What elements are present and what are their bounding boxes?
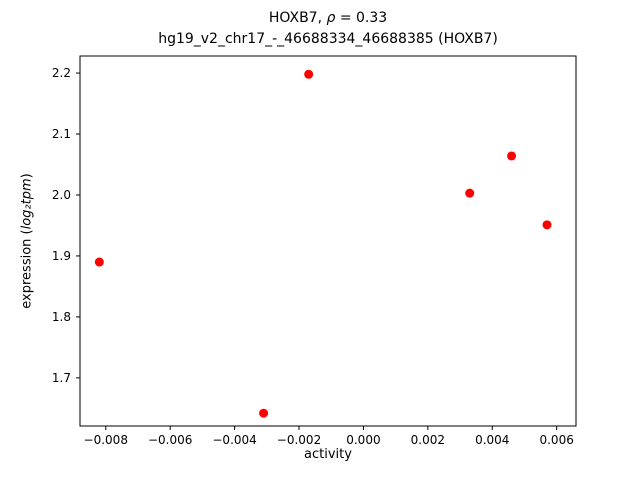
axes-frame xyxy=(79,55,577,427)
y-tick-label: 1.7 xyxy=(52,371,71,385)
chart-title-line1: HOXB7, ρ = 0.33 xyxy=(158,8,498,29)
x-tick-label: 0.002 xyxy=(411,433,445,447)
x-tick-label: −0.004 xyxy=(212,433,256,447)
chart-title-rho: ρ xyxy=(326,10,336,26)
y-tick-label: 1.9 xyxy=(52,249,71,263)
chart-subtitle: hg19_v2_chr17_-_46688334_46688385 (HOXB7… xyxy=(158,31,498,47)
chart-title: HOXB7, ρ = 0.33 hg19_v2_chr17_-_46688334… xyxy=(158,8,498,50)
x-tick-label: 0.000 xyxy=(346,433,380,447)
data-point xyxy=(94,257,104,267)
x-tick-label: 0.004 xyxy=(475,433,509,447)
y-tick-label: 1.8 xyxy=(52,310,71,324)
data-point xyxy=(507,151,517,161)
x-tick-label: 0.006 xyxy=(539,433,573,447)
data-point xyxy=(465,188,475,198)
chart-title-prefix: HOXB7, xyxy=(268,10,327,26)
y-axis-label-math: log₂tpm xyxy=(19,178,35,230)
data-point xyxy=(542,220,552,230)
x-axis-label: activity xyxy=(304,447,352,462)
x-tick-label: −0.002 xyxy=(277,433,321,447)
chart-title-suffix: = 0.33 xyxy=(335,10,388,26)
y-axis-label: expression (log₂tpm) xyxy=(20,173,35,308)
data-point xyxy=(304,69,314,79)
y-tick-label: 2.1 xyxy=(52,127,71,141)
y-axis-label-prefix: expression ( xyxy=(19,229,35,309)
data-point xyxy=(259,408,269,418)
x-tick-label: −0.006 xyxy=(148,433,192,447)
y-tick-label: 2.0 xyxy=(52,188,71,202)
y-axis-label-suffix: ) xyxy=(19,173,35,179)
y-tick-label: 2.2 xyxy=(52,66,71,80)
x-tick-label: −0.008 xyxy=(84,433,128,447)
